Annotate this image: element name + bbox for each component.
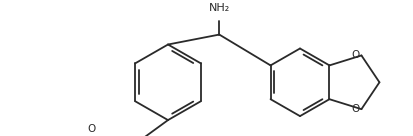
- Text: O: O: [351, 50, 359, 61]
- Text: O: O: [351, 104, 359, 114]
- Text: O: O: [88, 124, 96, 134]
- Text: NH₂: NH₂: [209, 3, 230, 13]
